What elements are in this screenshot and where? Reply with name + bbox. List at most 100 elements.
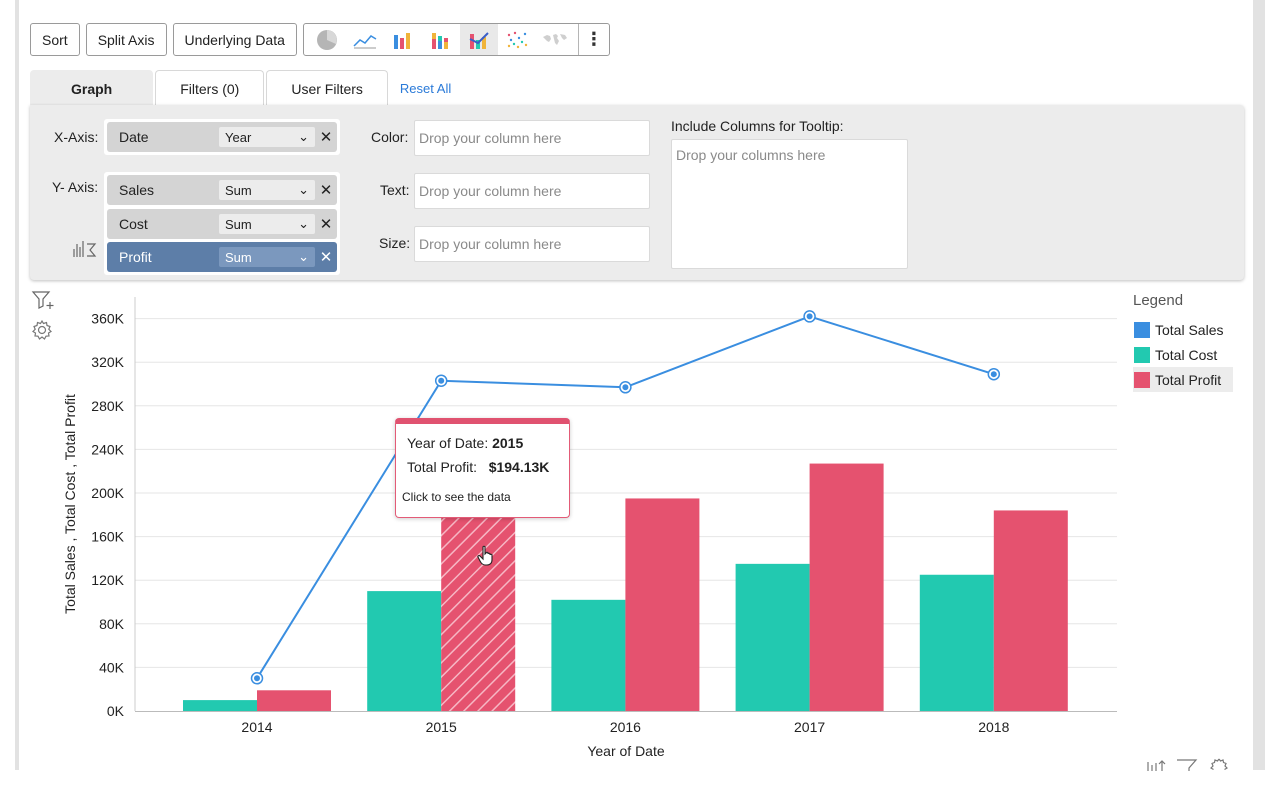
- chart-bars: [183, 463, 1068, 711]
- x-axis-field-date[interactable]: Date Year ⌄ ✕: [107, 122, 337, 152]
- tab-filters[interactable]: Filters (0): [155, 70, 265, 106]
- remove-field-icon[interactable]: ✕: [319, 216, 333, 233]
- x-tick-label: 2017: [794, 719, 825, 735]
- y-axis-field-cost[interactable]: Cost Sum ⌄ ✕: [107, 209, 337, 239]
- filter-add-icon[interactable]: [31, 290, 55, 315]
- color-label: Color:: [371, 129, 409, 145]
- tooltip-profit-label: Total Profit:: [407, 459, 478, 475]
- legend-title: Legend: [1133, 292, 1184, 309]
- x-tick-label: 2016: [610, 719, 641, 735]
- map-chart-icon[interactable]: [536, 24, 574, 55]
- chart-toolbar: Sort Split Axis Underlying Data ⋮: [30, 23, 610, 56]
- sort-button[interactable]: Sort: [30, 23, 80, 56]
- tab-user-filters[interactable]: User Filters: [266, 70, 388, 106]
- gear-icon[interactable]: [1209, 757, 1229, 775]
- filter-icon[interactable]: [1176, 758, 1198, 776]
- legend-swatch: [1134, 371, 1150, 388]
- legend-item-total-sales[interactable]: Total Sales: [1133, 317, 1233, 342]
- chevron-down-icon: ⌄: [298, 182, 309, 197]
- text-drop-zone[interactable]: Drop your column here: [414, 173, 650, 209]
- config-tabs: Graph Filters (0) User Filters Reset All: [30, 70, 451, 106]
- x-axis-ticks: 2014 2015 2016 2017 2018: [241, 719, 1009, 735]
- y-axis-ticks: 0K 40K 80K 120K 160K 200K 240K 280K 320K 360K: [91, 311, 124, 719]
- bar-total-profit-2014[interactable]: [257, 690, 331, 711]
- y-tick-label: 0K: [107, 703, 125, 719]
- bar-total-cost-2016[interactable]: [551, 599, 626, 711]
- y-tick-label: 320K: [91, 354, 124, 370]
- sort-axis-icon[interactable]: [1146, 758, 1170, 776]
- remove-field-icon[interactable]: ✕: [319, 182, 333, 199]
- split-axis-button[interactable]: Split Axis: [85, 23, 167, 56]
- bar-chart-icon[interactable]: [384, 24, 422, 55]
- remove-field-icon[interactable]: ✕: [319, 129, 333, 146]
- bar-total-profit-2017[interactable]: [809, 463, 884, 711]
- y-tick-label: 200K: [91, 485, 124, 501]
- point-total-sales-dot-2017: [806, 313, 813, 320]
- bar-total-cost-2017[interactable]: [735, 563, 810, 711]
- x-axis-label: X-Axis:: [54, 129, 99, 145]
- field-name: Date: [119, 129, 149, 145]
- y-tick-label: 360K: [91, 311, 124, 327]
- scatter-chart-icon[interactable]: [498, 24, 536, 55]
- y-tick-label: 40K: [99, 659, 125, 675]
- chart-legend: Legend Total Sales Total Cost Total Prof…: [1133, 292, 1233, 392]
- bar-total-cost-2014[interactable]: [183, 700, 257, 711]
- legend-item-total-profit[interactable]: Total Profit: [1133, 367, 1233, 392]
- hand-cursor-icon: [477, 545, 495, 572]
- color-drop-zone[interactable]: Drop your column here: [414, 120, 650, 156]
- line-chart-icon[interactable]: [346, 24, 384, 55]
- aggregation-dropdown[interactable]: Sum ⌄: [219, 214, 315, 234]
- combo-chart-icon[interactable]: [459, 24, 498, 55]
- aggregation-dropdown[interactable]: Sum ⌄: [219, 247, 315, 267]
- tooltip-columns-drop-zone[interactable]: Drop your columns here: [671, 139, 908, 269]
- size-label: Size:: [379, 235, 411, 251]
- y-axis-field-sales[interactable]: Sales Sum ⌄ ✕: [107, 175, 337, 205]
- data-tooltip[interactable]: Year of Date: 2015 Total Profit: $194.13…: [395, 418, 570, 518]
- chart-type-selector: ⋮: [302, 23, 610, 56]
- y-axis-field-profit[interactable]: Profit Sum ⌄ ✕: [107, 242, 337, 272]
- field-name: Cost: [119, 216, 148, 232]
- chevron-down-icon: ⌄: [298, 129, 309, 144]
- tooltip-hint[interactable]: Click to see the data: [402, 490, 511, 504]
- aggregation-dropdown[interactable]: Sum ⌄: [219, 180, 315, 200]
- y-tick-label: 240K: [91, 441, 124, 457]
- underlying-data-button[interactable]: Underlying Data: [172, 23, 297, 56]
- aggregation-value: Year: [225, 129, 252, 145]
- toolbar-separator: [577, 24, 579, 55]
- chart-lines: [250, 310, 1001, 685]
- legend-item-total-cost[interactable]: Total Cost: [1133, 342, 1233, 367]
- reset-all-link[interactable]: Reset All: [399, 80, 452, 96]
- remove-field-icon[interactable]: ✕: [319, 249, 333, 266]
- field-name: Profit: [119, 249, 152, 265]
- pie-chart-icon[interactable]: [308, 24, 346, 55]
- y-tick-label: 120K: [91, 572, 124, 588]
- tooltip-year-row: Year of Date: 2015: [407, 435, 523, 451]
- bar-total-profit-2016[interactable]: [625, 498, 700, 711]
- settings-gear-icon[interactable]: [31, 319, 53, 346]
- bar-total-profit-2018[interactable]: [993, 510, 1068, 711]
- size-drop-zone[interactable]: Drop your column here: [414, 226, 650, 262]
- y-tick-label: 160K: [91, 529, 124, 545]
- legend-swatch: [1134, 321, 1150, 338]
- point-total-sales-dot-2018: [990, 371, 997, 378]
- x-tick-label: 2018: [978, 719, 1009, 735]
- aggregation-value: Sum: [225, 182, 252, 198]
- tab-graph[interactable]: Graph: [30, 70, 154, 106]
- bar-total-profit-2015[interactable]: [441, 499, 516, 711]
- legend-label: Total Cost: [1155, 346, 1218, 363]
- bar-total-cost-2018[interactable]: [919, 574, 994, 711]
- field-name: Sales: [119, 182, 155, 198]
- more-options-icon[interactable]: ⋮: [584, 29, 603, 49]
- tooltip-year-value: 2015: [492, 435, 524, 451]
- x-tick-label: 2015: [426, 719, 457, 735]
- bar-total-cost-2015[interactable]: [367, 591, 442, 711]
- x-axis-title: Year of Date: [587, 743, 665, 759]
- aggregation-dropdown[interactable]: Year ⌄: [219, 127, 315, 147]
- stacked-bar-chart-icon[interactable]: [422, 24, 460, 55]
- point-total-sales-dot-2016: [622, 384, 629, 391]
- axis-stats-icon[interactable]: [72, 239, 98, 264]
- left-frame-border: [15, 0, 19, 770]
- shelf-panel: X-Axis: Date Year ⌄ ✕ Y- Axis: Sales Sum ⌄…: [30, 105, 1244, 280]
- legend-label: Total Profit: [1155, 371, 1222, 388]
